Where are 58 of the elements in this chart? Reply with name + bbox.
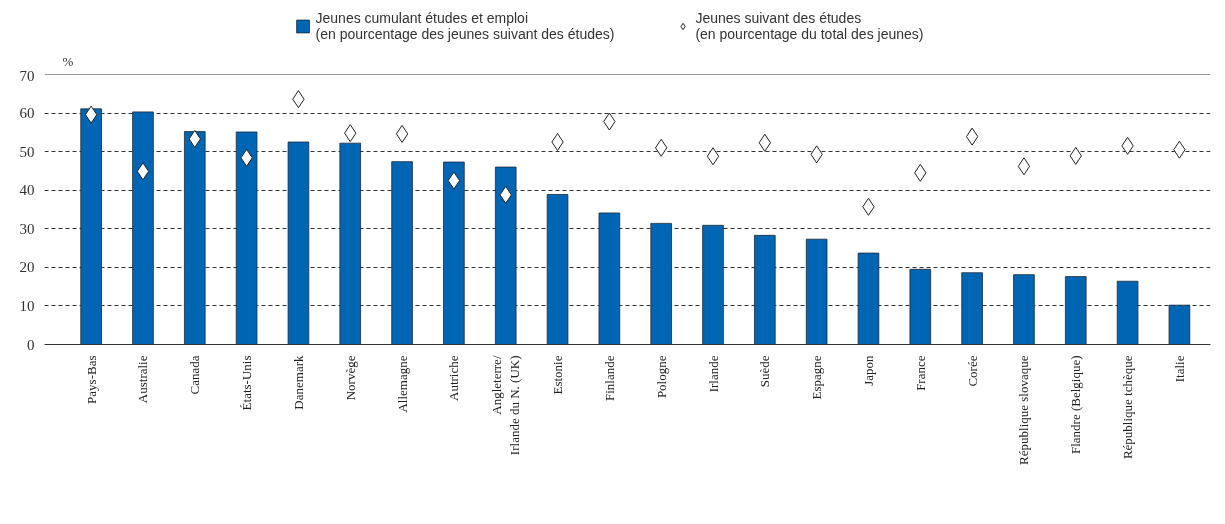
bar [805, 238, 828, 345]
bar [546, 194, 569, 345]
x-tick-label: États-Unis [239, 355, 255, 411]
y-tick-label: 50 [19, 143, 35, 160]
x-tick-label: Angleterre/ Irlande du N. (UK) [489, 355, 523, 456]
bar [1065, 276, 1087, 345]
bar [235, 131, 258, 345]
bar [1013, 274, 1035, 345]
x-tick-label: Norvège [342, 355, 358, 401]
x-tick-label: Finlande [601, 355, 617, 401]
x-tick-label: Pologne [653, 355, 669, 399]
x-tick-label: Canada [187, 355, 203, 395]
point [447, 171, 461, 190]
bar [598, 212, 621, 345]
x-tick-label: Irlande [705, 355, 721, 393]
y-axis-title: % [62, 53, 74, 69]
y-tick-label: 60 [19, 105, 35, 122]
x-tick-label: France [912, 355, 928, 391]
bar [443, 161, 465, 345]
bar [1116, 280, 1139, 345]
x-tick-label: Estonie [550, 355, 566, 395]
bar [961, 272, 983, 345]
y-tick-label: 0 [27, 336, 35, 353]
x-tick-label: Suède [757, 355, 773, 388]
bar [80, 108, 102, 345]
x-tick-label: République tchèque [1120, 355, 1136, 460]
x-tick-label: Espagne [809, 355, 825, 400]
bar [132, 111, 154, 345]
point [84, 105, 98, 124]
x-tick-label: Danemark [290, 355, 306, 410]
bar [339, 142, 362, 345]
bar [650, 222, 672, 345]
y-tick-label: 40 [19, 182, 35, 199]
bar [494, 166, 517, 345]
bar [391, 161, 413, 345]
point [136, 162, 150, 181]
x-tick-label: Australie [135, 355, 151, 404]
x-tick-label: Pays-Bas [83, 355, 99, 404]
x-tick-label: Allemagne [394, 355, 410, 413]
y-tick-label: 20 [19, 259, 35, 276]
bar [857, 252, 880, 345]
x-tick-label: Autriche [446, 355, 462, 401]
x-tick-label: Japon [860, 355, 876, 386]
bar [287, 141, 310, 345]
x-tick-label: République slovaque [1016, 355, 1032, 465]
y-tick-label: 70 [19, 67, 35, 84]
x-tick-label: Corée [964, 355, 980, 387]
legend-label: Jeunes suivant des études (en pourcentage du total des jeunes) [695, 10, 924, 42]
y-tick-label: 30 [19, 220, 35, 237]
bar [702, 224, 724, 345]
bar [909, 268, 932, 345]
x-tick-label: Flandre (Belgique) [1068, 355, 1084, 455]
bar [184, 131, 206, 345]
legend-label: Jeunes cumulant études et emploi (en pourcentage des jeunes suivant des études) [315, 10, 615, 42]
bar [1168, 304, 1191, 345]
x-tick-label: Italie [1171, 355, 1187, 383]
bar [754, 234, 776, 345]
y-tick-label: 10 [19, 297, 35, 314]
